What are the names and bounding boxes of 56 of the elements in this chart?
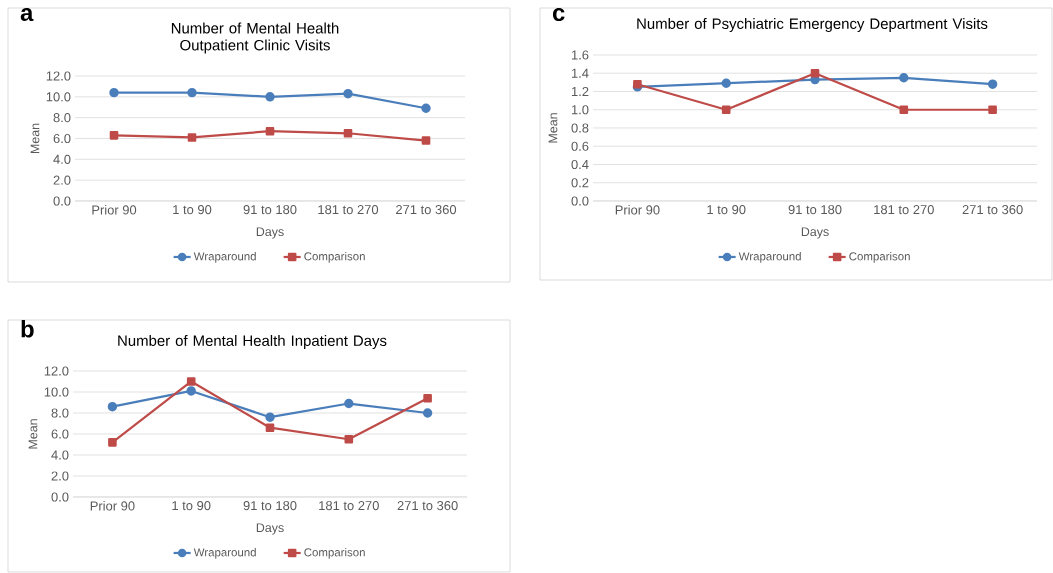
y-tick-label: 10.0 [46, 92, 71, 102]
legend-label: Wraparound [193, 251, 256, 263]
x-tick-label: 181 to 270 [319, 501, 379, 511]
x-tick-label: 91 to 180 [243, 501, 297, 511]
y-tick-label: 4.0 [51, 450, 69, 460]
x-tick-label: Prior 90 [92, 205, 137, 215]
y-tick-label: 2.0 [51, 471, 69, 481]
y-axis-title: Mean [30, 123, 40, 154]
y-tick-label: 1.4 [571, 68, 589, 78]
x-tick-label: 271 to 360 [397, 501, 458, 511]
y-tick-label: 12.0 [46, 71, 71, 81]
y-tick-label: 6.0 [53, 133, 71, 144]
y-tick-label: 8.0 [53, 113, 71, 123]
x-tick-label: 91 to 180 [243, 205, 297, 215]
y-tick-label: 1.0 [571, 105, 589, 115]
y-tick-label: 4.0 [53, 154, 71, 164]
x-axis-title: Days [256, 523, 284, 535]
chart-title: Number of Mental Health Inpatient Days [118, 335, 387, 349]
y-tick-label: 10.0 [44, 387, 69, 397]
x-tick-label: 271 to 360 [962, 205, 1023, 215]
y-tick-label: 0.0 [571, 196, 589, 206]
chart-title: Number of Mental Health Outpatient Clinic Visits [171, 22, 339, 54]
x-tick-label: 1 to 90 [707, 205, 746, 215]
x-tick-label: Prior 90 [615, 205, 660, 215]
legend-label: Wraparound [738, 251, 801, 263]
y-tick-label: 0.2 [571, 178, 589, 188]
x-tick-label: 181 to 270 [874, 205, 934, 215]
y-tick-label: 2.0 [53, 175, 71, 185]
legend-label: Comparison [849, 251, 910, 263]
x-tick-label: 91 to 180 [788, 205, 842, 215]
y-tick-label: 12.0 [44, 366, 69, 376]
y-tick-label: 0.0 [53, 196, 71, 206]
legend-label: Wraparound [193, 547, 256, 559]
x-tick-label: Prior 90 [90, 501, 135, 511]
text: b [21, 320, 34, 338]
chart-title: Number of Psychiatric Emergency Department Visits [637, 18, 988, 32]
x-axis-title: Days [801, 227, 829, 239]
y-axis-title: Mean [548, 113, 558, 143]
legend-label: Comparison [304, 547, 365, 559]
text: a [20, 8, 34, 22]
x-axis-title: Days [256, 227, 284, 239]
y-tick-label: 6.0 [51, 429, 69, 439]
x-tick-label: 1 to 90 [172, 501, 211, 511]
x-tick-label: 271 to 360 [396, 205, 457, 215]
y-axis-title: Mean [28, 419, 38, 449]
y-tick-label: 1.6 [571, 50, 589, 60]
y-tick-label: 0.0 [51, 492, 69, 502]
y-tick-label: 0.8 [571, 123, 589, 133]
x-tick-label: 1 to 90 [173, 205, 212, 215]
x-tick-label: 181 to 270 [318, 205, 379, 215]
y-tick-label: 0.4 [571, 159, 589, 170]
y-tick-label: 1.2 [571, 86, 589, 97]
legend-label: Comparison [304, 251, 365, 263]
y-tick-label: 8.0 [51, 408, 69, 418]
text: c [552, 8, 565, 22]
y-tick-label: 0.6 [571, 141, 589, 151]
